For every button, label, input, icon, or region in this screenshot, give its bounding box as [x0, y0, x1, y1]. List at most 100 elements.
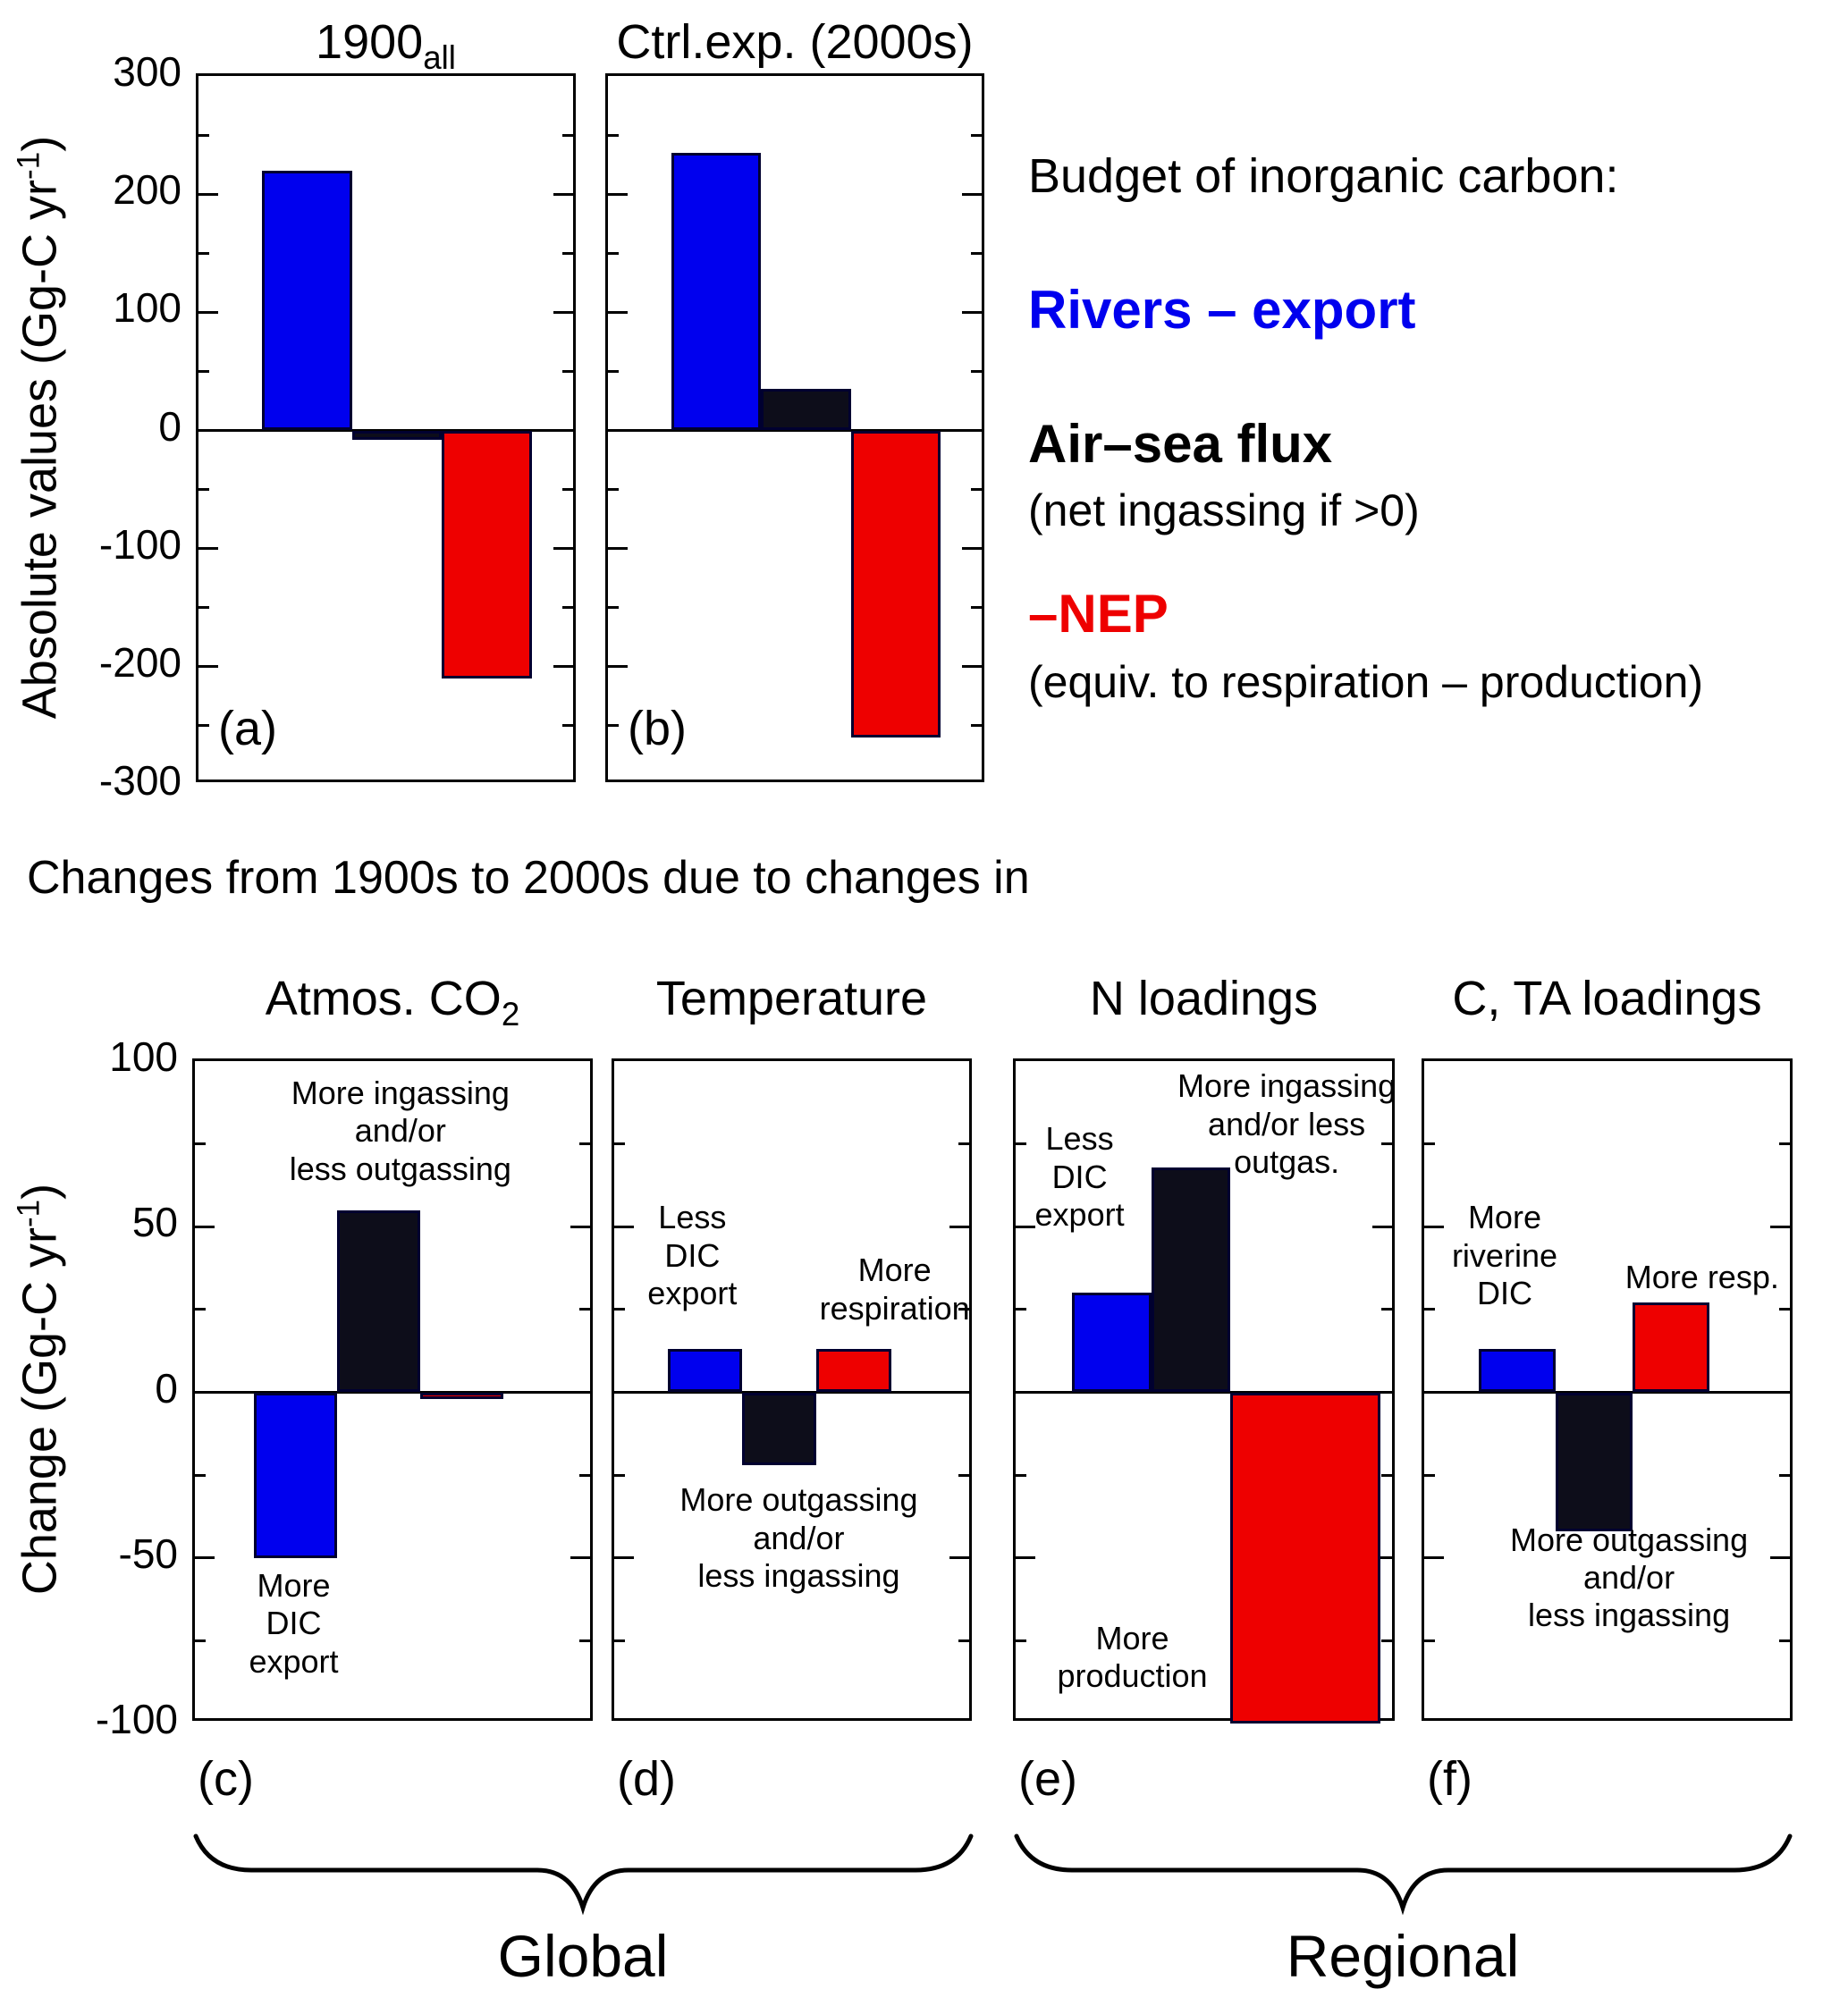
- axis-tick: [553, 665, 573, 669]
- axis-tick: [570, 1556, 590, 1560]
- axis-tick: [608, 547, 628, 551]
- axis-tick: [1424, 1556, 1444, 1560]
- y-tick-label: 50: [131, 1199, 178, 1245]
- legend-item-neg-nep: –NEP: [1028, 584, 1169, 644]
- axis-tick: [971, 369, 982, 373]
- panel-a-title: 1900all: [160, 14, 612, 77]
- axis-tick: [971, 251, 982, 255]
- axis-tick: [198, 310, 218, 314]
- bar-air-sea-flux: [337, 1210, 420, 1393]
- axis-tick: [608, 251, 619, 255]
- panel-annotation: More outgassing and/or less ingassing: [1509, 1521, 1749, 1634]
- axis-tick: [949, 1556, 969, 1560]
- bar-neg-nep: [442, 430, 532, 679]
- panel-e-label: (e): [1018, 1752, 1077, 1806]
- axis-tick: [1381, 1142, 1392, 1146]
- axis-tick: [1424, 1142, 1435, 1146]
- bottom-y-axis-label-close: ): [13, 1183, 67, 1200]
- panel-b-title-text: Ctrl.exp. (2000s): [616, 15, 974, 69]
- axis-tick: [579, 1142, 590, 1146]
- axis-tick: [958, 1473, 969, 1477]
- panel-b: (b): [605, 73, 984, 782]
- axis-tick: [553, 310, 573, 314]
- axis-tick: [958, 1639, 969, 1642]
- axis-tick: [1016, 1225, 1035, 1228]
- axis-tick: [608, 369, 619, 373]
- axis-tick: [1424, 1473, 1435, 1477]
- panel-annotation: Less DIC export: [647, 1199, 738, 1312]
- axis-tick: [962, 547, 982, 551]
- y-tick-label: -100: [98, 521, 181, 568]
- panel-annotation: More DIC export: [249, 1566, 339, 1680]
- axis-tick: [1016, 1142, 1026, 1146]
- bar-rivers-export: [262, 170, 352, 431]
- axis-tick: [971, 488, 982, 492]
- axis-tick: [608, 606, 619, 610]
- bar-rivers-export: [671, 152, 762, 431]
- axis-tick: [608, 310, 628, 314]
- axis-tick: [562, 133, 573, 137]
- axis-tick: [562, 369, 573, 373]
- panel-b-label: (b): [628, 702, 687, 755]
- axis-tick: [1381, 1473, 1392, 1477]
- axis-tick: [579, 1639, 590, 1642]
- axis-tick: [562, 724, 573, 728]
- zero-axis-line: [608, 429, 982, 432]
- axis-tick: [614, 1225, 634, 1228]
- bar-neg-nep: [816, 1349, 891, 1393]
- axis-tick: [198, 133, 209, 137]
- y-tick-label: -200: [98, 639, 181, 686]
- bar-air-sea-flux: [351, 430, 443, 441]
- axis-tick: [608, 488, 619, 492]
- y-tick-label: 300: [113, 48, 181, 95]
- axis-tick: [614, 1308, 625, 1311]
- y-tick-label: 100: [113, 284, 181, 331]
- global-group-brace: [193, 1833, 974, 1915]
- panel-b-title: Ctrl.exp. (2000s): [570, 14, 1020, 70]
- axis-tick: [614, 1473, 625, 1477]
- axis-tick: [553, 547, 573, 551]
- axis-tick: [198, 192, 218, 196]
- panel-a-label: (a): [218, 702, 277, 755]
- y-tick-label: -50: [118, 1530, 178, 1577]
- panel-f-title: C, TA loadings: [1386, 971, 1828, 1026]
- axis-tick: [608, 133, 619, 137]
- axis-tick: [198, 369, 209, 373]
- panel-e-title: N loadings: [977, 971, 1430, 1026]
- axis-tick: [958, 1142, 969, 1146]
- bar-neg-nep: [850, 430, 941, 738]
- y-tick-label: 200: [113, 166, 181, 213]
- section-heading: Changes from 1900s to 2000s due to chang…: [27, 852, 1030, 904]
- axis-tick: [198, 251, 209, 255]
- axis-tick: [579, 1308, 590, 1311]
- axis-tick: [198, 547, 218, 551]
- axis-tick: [553, 192, 573, 196]
- bar-rivers-export: [1479, 1349, 1557, 1393]
- axis-tick: [1381, 1308, 1392, 1311]
- bar-neg-nep: [1633, 1302, 1709, 1393]
- axis-tick: [1016, 1556, 1035, 1560]
- axis-tick: [1424, 1639, 1435, 1642]
- panel-annotation: More respiration: [819, 1252, 970, 1327]
- legend-item-air-sea-flux-note: (net ingassing if >0): [1028, 485, 1420, 535]
- panel-annotation: More ingassing and/or less outgas.: [1177, 1067, 1397, 1181]
- axis-tick: [971, 724, 982, 728]
- panel-c-title-text: Atmos. CO: [265, 972, 502, 1025]
- zero-axis-line: [1016, 1391, 1392, 1394]
- axis-tick: [958, 1308, 969, 1311]
- panel-f-label: (f): [1427, 1752, 1472, 1806]
- y-tick-label: 100: [109, 1033, 178, 1080]
- axis-tick: [195, 1556, 215, 1560]
- bar-air-sea-flux: [1151, 1167, 1230, 1393]
- axis-tick: [1779, 1639, 1790, 1642]
- panel-d: Less DIC export More respiration More outg…: [612, 1058, 972, 1721]
- bar-neg-nep: [1229, 1392, 1381, 1724]
- panel-a: (a): [196, 73, 576, 782]
- axis-tick: [1381, 1639, 1392, 1642]
- axis-tick: [198, 606, 209, 610]
- axis-tick: [1424, 1225, 1444, 1228]
- axis-tick: [562, 251, 573, 255]
- zero-axis-line: [195, 1391, 590, 1394]
- panel-c: More ingassing and/or less outgassing Mor…: [192, 1058, 593, 1721]
- axis-tick: [1770, 1556, 1790, 1560]
